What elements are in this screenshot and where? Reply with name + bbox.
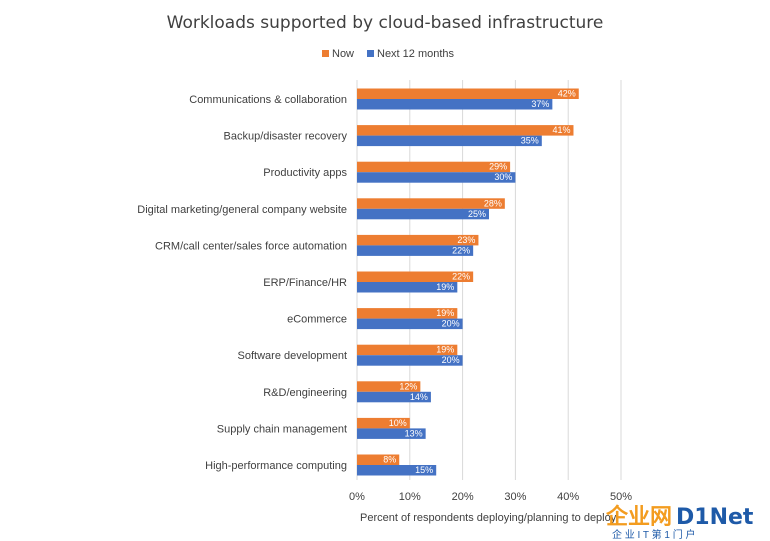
- bar: [357, 454, 400, 465]
- category-label: Digital marketing/general company websit…: [137, 204, 347, 216]
- legend-label: Now: [332, 48, 354, 60]
- bar: [357, 344, 458, 356]
- bar: [357, 318, 463, 330]
- x-tick-label: 10%: [399, 491, 421, 503]
- bar-data-label: 15%: [415, 465, 433, 475]
- bar: [357, 282, 458, 293]
- bar: [357, 355, 463, 366]
- bar-data-label: 22%: [452, 245, 470, 255]
- bar-data-label: 14%: [410, 392, 428, 402]
- category-label: Communications & collaboration: [189, 94, 347, 106]
- legend: Now Next 12 months: [322, 48, 455, 60]
- bar-data-label: 20%: [442, 355, 460, 365]
- bar-data-label: 25%: [468, 209, 486, 219]
- legend-swatch: [367, 50, 374, 57]
- bar: [357, 135, 542, 147]
- bar: [357, 391, 431, 403]
- category-label: eCommerce: [287, 314, 347, 326]
- bar-data-label: 23%: [457, 235, 475, 245]
- bar: [357, 88, 579, 99]
- bar-data-label: 19%: [436, 345, 454, 355]
- category-label: Backup/disaster recovery: [224, 131, 348, 143]
- category-label: CRM/call center/sales force automation: [155, 240, 347, 252]
- bar: [357, 172, 516, 183]
- bar-data-label: 19%: [436, 308, 454, 318]
- bar-data-label: 30%: [494, 172, 512, 182]
- chart-title: Workloads supported by cloud-based infra…: [167, 13, 604, 33]
- bar: [357, 417, 410, 429]
- watermark-logo-text: 企业网: [605, 504, 672, 530]
- category-label: Supply chain management: [217, 423, 347, 435]
- x-axis-label: Percent of respondents deploying/plannin…: [360, 512, 617, 524]
- bar-data-label: 12%: [399, 381, 417, 391]
- bars: 42%37%41%35%29%30%28%25%23%22%22%19%19%2…: [357, 88, 579, 476]
- x-axis-ticks: 0% 10% 20% 30% 40% 50%: [349, 491, 632, 503]
- watermark-brand-text: D1Net: [676, 505, 754, 530]
- bar: [357, 428, 426, 439]
- bar-data-label: 20%: [442, 319, 460, 329]
- bar: [357, 381, 421, 392]
- bar-data-label: 19%: [436, 282, 454, 292]
- bar: [357, 161, 511, 173]
- bar-data-label: 8%: [383, 455, 396, 465]
- bar: [357, 245, 474, 256]
- legend-label: Next 12 months: [377, 48, 455, 60]
- x-tick-label: 50%: [610, 491, 632, 503]
- category-labels: Communications & collaboration Backup/dis…: [137, 94, 347, 472]
- bar-data-label: 13%: [405, 428, 423, 438]
- bar-data-label: 35%: [521, 136, 539, 146]
- bar-data-label: 22%: [452, 272, 470, 282]
- x-tick-label: 40%: [557, 491, 579, 503]
- category-label: High-performance computing: [205, 460, 347, 472]
- watermark-slogan: 企 业 I T 第 1 门 户: [612, 528, 696, 541]
- category-label: Software development: [238, 350, 347, 362]
- bar: [357, 271, 474, 282]
- legend-swatch: [322, 50, 329, 57]
- category-label: Productivity apps: [263, 167, 347, 179]
- bar: [357, 308, 458, 319]
- bar: [357, 465, 437, 476]
- bar: [357, 99, 553, 110]
- x-tick-label: 20%: [452, 491, 474, 503]
- bar-data-label: 41%: [552, 125, 570, 135]
- category-label: R&D/engineering: [263, 387, 347, 399]
- bar-data-label: 37%: [531, 99, 549, 109]
- bar: [357, 198, 505, 209]
- bar: [357, 208, 489, 220]
- bar-data-label: 29%: [489, 162, 507, 172]
- x-tick-label: 30%: [504, 491, 526, 503]
- bar-data-label: 28%: [484, 198, 502, 208]
- bar-data-label: 10%: [389, 418, 407, 428]
- bar: [357, 125, 574, 136]
- bar: [357, 234, 479, 246]
- x-tick-label: 0%: [349, 491, 365, 503]
- category-label: ERP/Finance/HR: [263, 277, 347, 289]
- bar-data-label: 42%: [558, 89, 576, 99]
